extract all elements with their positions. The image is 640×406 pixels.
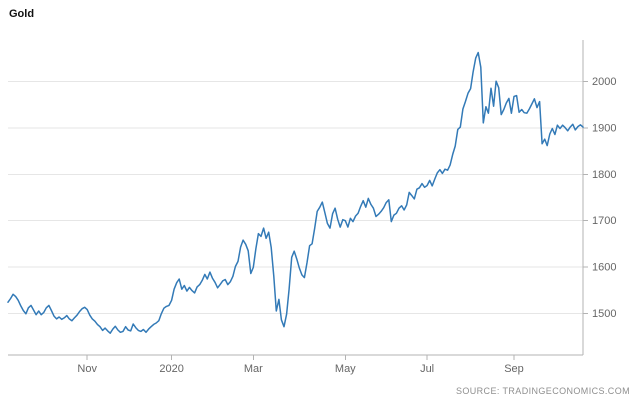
y-tick-label: 1500 <box>592 308 616 320</box>
y-tick-label: 2000 <box>592 76 616 88</box>
x-tick-label: Sep <box>504 363 524 375</box>
x-tick-label: Mar <box>244 363 263 375</box>
y-tick-label: 1800 <box>592 169 616 181</box>
x-tick-label: 2020 <box>159 363 183 375</box>
y-tick-label: 1600 <box>592 262 616 274</box>
gold-price-line <box>7 51 584 334</box>
x-tick-label: Nov <box>77 363 97 375</box>
x-tick-label: May <box>335 363 356 375</box>
source-attribution: SOURCE: TRADINGECONOMICS.COM <box>455 386 630 396</box>
y-tick-label: 1900 <box>592 123 616 135</box>
chart-title: Gold <box>9 8 35 20</box>
y-tick-label: 1700 <box>592 215 616 227</box>
x-tick-label: Jul <box>420 363 434 375</box>
